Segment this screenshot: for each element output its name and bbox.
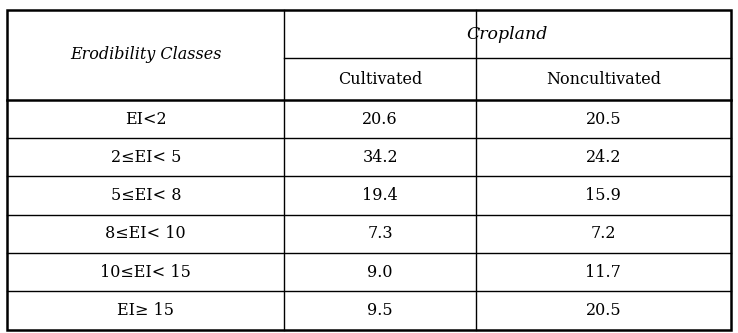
Text: 34.2: 34.2 [362,149,398,166]
Text: 11.7: 11.7 [585,264,621,281]
Text: 9.5: 9.5 [368,302,393,319]
Text: 8≤EI< 10: 8≤EI< 10 [106,225,186,242]
Text: 5≤EI< 8: 5≤EI< 8 [111,187,181,204]
Text: 24.2: 24.2 [585,149,621,166]
Text: 9.0: 9.0 [368,264,393,281]
Text: Noncultivated: Noncultivated [546,71,661,88]
Text: 2≤EI< 5: 2≤EI< 5 [111,149,181,166]
Text: 7.3: 7.3 [368,225,393,242]
Text: EI<2: EI<2 [125,111,167,128]
Text: 10≤EI< 15: 10≤EI< 15 [100,264,191,281]
Text: 19.4: 19.4 [362,187,398,204]
Text: 7.2: 7.2 [590,225,616,242]
Text: Cropland: Cropland [466,26,548,43]
Text: 20.6: 20.6 [362,111,398,128]
Text: Cultivated: Cultivated [338,71,422,88]
Text: EI≥ 15: EI≥ 15 [117,302,174,319]
Text: 20.5: 20.5 [585,302,621,319]
Text: 20.5: 20.5 [585,111,621,128]
Text: Erodibility Classes: Erodibility Classes [70,46,221,64]
Text: 15.9: 15.9 [585,187,621,204]
